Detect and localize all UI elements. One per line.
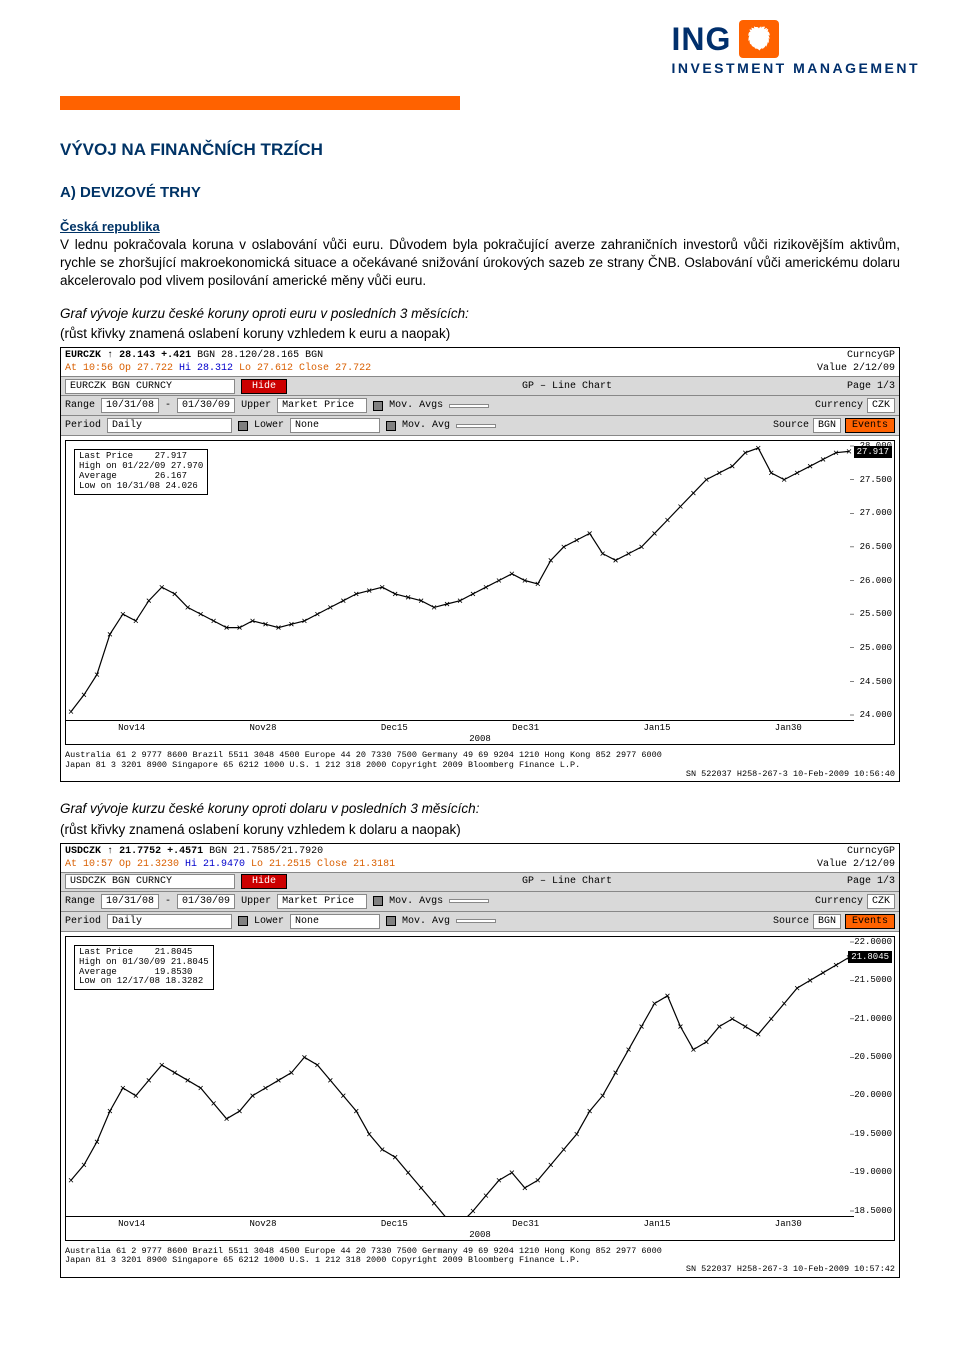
checkbox-icon[interactable] (373, 896, 383, 906)
chart1-plot-area: Last Price 27.917 High on 01/22/09 27.97… (65, 440, 895, 745)
chart1-subcaption: (růst křivky znamená oslabení koruny vzh… (60, 326, 900, 341)
chart2-curncy: CurncyGP (847, 846, 895, 857)
content: VÝVOJ NA FINANČNÍCH TRZÍCH A) DEVIZOVÉ T… (0, 120, 960, 1278)
paragraph-1: V lednu pokračovala koruna v oslabování … (60, 236, 900, 291)
chart1-source[interactable]: BGN (813, 418, 841, 433)
chart1-xyear: 2008 (469, 734, 491, 744)
chart2-plot-area: Last Price 21.8045 High on 01/30/09 21.8… (65, 936, 895, 1241)
checkbox-icon[interactable] (386, 421, 396, 431)
chart1-header2: At 10:56 Op 27.722 Hi 28.312 Lo 27.612 C… (61, 363, 899, 376)
chart2-movavg: Mov. Avg (402, 916, 450, 927)
chart1-movavgs: Mov. Avgs (389, 400, 443, 411)
chart1-range-from[interactable]: 10/31/08 (101, 398, 159, 413)
chart2-svg (66, 937, 854, 1216)
section-a-heading: A) DEVIZOVÉ TRHY (60, 184, 900, 201)
chart2-row-period: Period Daily Lower None Mov. Avg Source … (61, 912, 899, 932)
logo-text: ING (672, 21, 732, 58)
chart2-range-to[interactable]: 01/30/09 (177, 894, 235, 909)
chart2-subcaption: (růst křivky znamená oslabení koruny vzh… (60, 822, 900, 837)
page: ING INVESTMENT MANAGEMENT VÝVOJ NA FINAN… (0, 0, 960, 1278)
logo-subtitle: INVESTMENT MANAGEMENT (672, 60, 921, 76)
chart2-bgn: BGN 21.7585/21.7920 (209, 846, 323, 857)
chart1-arrow: ↑ (107, 350, 113, 361)
chart1-gp: GP – Line Chart (522, 381, 612, 392)
chart1-change: +.421 (161, 350, 191, 361)
chart1-row-range: Range 10/31/08 - 01/30/09 Upper Market P… (61, 396, 899, 416)
header: ING INVESTMENT MANAGEMENT (0, 0, 960, 86)
chart1-range-to[interactable]: 01/30/09 (177, 398, 235, 413)
chart1-bgn: BGN 28.120/28.165 BGN (197, 350, 323, 361)
hide-button[interactable]: Hide (241, 874, 287, 889)
chart1-ohlc: At 10:56 Op 27.722 Hi 28.312 Lo 27.612 C… (65, 363, 371, 374)
page-title: VÝVOJ NA FINANČNÍCH TRZÍCH (60, 140, 900, 160)
chart1-curncy: CurncyGP (847, 350, 895, 361)
chart2-currency[interactable]: CZK (867, 894, 895, 909)
chart1-header: EURCZK ↑ 28.143 +.421 BGN 28.120/28.165 … (61, 348, 899, 363)
chart2-symbol: USDCZK (65, 846, 101, 857)
chart2-terminal: USDCZK ↑ 21.7752 +.4571 BGN 21.7585/21.7… (60, 843, 900, 1278)
hide-button[interactable]: Hide (241, 379, 287, 394)
footer-line: SN 522037 H258-267-3 10-Feb-2009 10:56:4… (65, 770, 895, 779)
chart1-svg (66, 441, 854, 720)
lion-icon (739, 20, 779, 58)
chart1-lower[interactable]: None (290, 418, 380, 433)
chart1-last: 28.143 (119, 350, 155, 361)
chart2-page: Page 1/3 (847, 876, 895, 887)
chart2-ohlc: At 10:57 Op 21.3230 Hi 21.9470 Lo 21.251… (65, 859, 395, 870)
chart2-xyear: 2008 (469, 1230, 491, 1240)
chart1-movavgs-field[interactable] (449, 404, 489, 408)
chart1-terminal: EURCZK ↑ 28.143 +.421 BGN 28.120/28.165 … (60, 347, 900, 782)
country-heading: Česká republika (60, 219, 900, 234)
chart1-movavg: Mov. Avg (402, 420, 450, 431)
chart1-security[interactable]: EURCZK BGN CURNCY (65, 379, 235, 394)
chart2-movavgs: Mov. Avgs (389, 896, 443, 907)
chart2-xlabels: Nov14Nov28Dec15Dec31Jan15Jan30 (66, 1216, 854, 1240)
chart1-xlabels: Nov14Nov28Dec15Dec31Jan15Jan30 (66, 720, 854, 744)
chart1-page: Page 1/3 (847, 381, 895, 392)
chart2-footer: Australia 61 2 9777 8600 Brazil 5511 304… (61, 1245, 899, 1277)
chart1-footer: Australia 61 2 9777 8600 Brazil 5511 304… (61, 749, 899, 781)
chart1-upper[interactable]: Market Price (277, 398, 367, 413)
chart2-gp: GP – Line Chart (522, 876, 612, 887)
chart2-last: 21.7752 (119, 846, 161, 857)
chart2-arrow: ↑ (107, 846, 113, 857)
chart2-upper[interactable]: Market Price (277, 894, 367, 909)
orange-divider (60, 96, 460, 110)
chart2-row-range: Range 10/31/08 - 01/30/09 Upper Market P… (61, 892, 899, 912)
chart2-change: +.4571 (167, 846, 203, 857)
chart2-period[interactable]: Daily (107, 914, 232, 929)
chart2-controls1: USDCZK BGN CURNCY Hide GP – Line Chart P… (61, 872, 899, 892)
chart2-header2: At 10:57 Op 21.3230 Hi 21.9470 Lo 21.251… (61, 859, 899, 872)
chart1-caption: Graf vývoje kurzu české koruny oproti eu… (60, 305, 900, 323)
events-button[interactable]: Events (845, 418, 895, 433)
chart1-row-period: Period Daily Lower None Mov. Avg Source … (61, 416, 899, 436)
chart2-header: USDCZK ↑ 21.7752 +.4571 BGN 21.7585/21.7… (61, 844, 899, 859)
footer-line: SN 522037 H258-267-3 10-Feb-2009 10:57:4… (65, 1265, 895, 1274)
chart1-controls1: EURCZK BGN CURNCY Hide GP – Line Chart P… (61, 376, 899, 396)
chart1-movavg-field[interactable] (456, 424, 496, 428)
logo: ING INVESTMENT MANAGEMENT (672, 20, 921, 76)
chart2-range-from[interactable]: 10/31/08 (101, 894, 159, 909)
chart2-movavg-field[interactable] (456, 919, 496, 923)
chart2-lower[interactable]: None (290, 914, 380, 929)
chart1-currency[interactable]: CZK (867, 398, 895, 413)
checkbox-icon[interactable] (238, 916, 248, 926)
chart2-security[interactable]: USDCZK BGN CURNCY (65, 874, 235, 889)
chart1-symbol: EURCZK (65, 350, 101, 361)
events-button[interactable]: Events (845, 914, 895, 929)
checkbox-icon[interactable] (373, 401, 383, 411)
chart2-source[interactable]: BGN (813, 914, 841, 929)
checkbox-icon[interactable] (386, 916, 396, 926)
chart2-valdate: Value 2/12/09 (817, 859, 895, 870)
chart1-valdate: Value 2/12/09 (817, 363, 895, 374)
chart2-caption: Graf vývoje kurzu české koruny oproti do… (60, 800, 900, 818)
checkbox-icon[interactable] (238, 421, 248, 431)
chart2-movavgs-field[interactable] (449, 899, 489, 903)
chart1-period[interactable]: Daily (107, 418, 232, 433)
